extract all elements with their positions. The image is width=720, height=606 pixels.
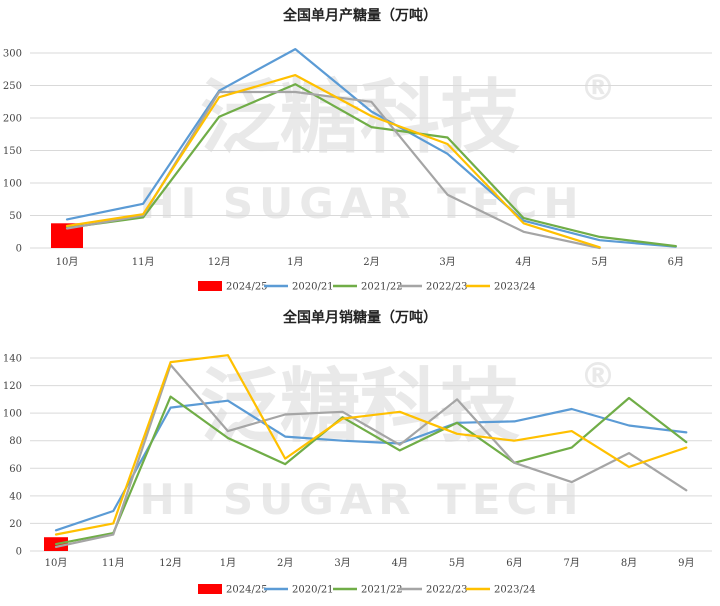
sales-y-tick-label: 60	[9, 464, 22, 475]
production-y-tick-label: 300	[3, 49, 22, 60]
sales-x-tick-label: 4月	[392, 557, 408, 569]
production-x-tick-label: 6月	[668, 256, 684, 268]
production-y-tick-label: 100	[3, 179, 22, 190]
production-y-tick-label: 50	[9, 211, 22, 222]
production-legend-label-2023-24: 2023/24	[494, 282, 536, 293]
production-y-tick-label: 200	[3, 114, 22, 125]
sales-x-tick-label: 8月	[621, 557, 637, 569]
watermark-registered-mark: ®	[580, 356, 616, 397]
sales-legend-label-2022-23: 2022/23	[426, 585, 468, 596]
production-x-tick-label: 2月	[363, 256, 379, 268]
sales-x-tick-label: 12月	[159, 557, 182, 569]
watermark-subtext: HI SUGAR TECH	[139, 179, 584, 228]
sales-y-tick-label: 120	[3, 381, 22, 392]
watermark-registered-mark: ®	[580, 68, 616, 109]
production-x-tick-label: 5月	[592, 256, 608, 268]
sales-y-tick-label: 80	[9, 436, 22, 447]
production-chart: 泛糖科技 HI SUGAR TECH ® 全国单月产糖量（万吨） 0 50 100 150 20…	[0, 0, 720, 300]
sales-x-tick-label: 3月	[334, 557, 350, 569]
production-x-tick-label: 4月	[515, 256, 531, 268]
production-legend-label-2022-23: 2022/23	[426, 282, 468, 293]
production-series-line-2023-24	[65, 73, 601, 249]
sales-x-tick-label: 7月	[564, 557, 580, 569]
production-series-line-2020-21	[65, 47, 677, 248]
sales-x-tick-label: 5月	[449, 557, 465, 569]
production-y-tick-label: 0	[16, 244, 22, 255]
sales-y-tick-label: 0	[16, 547, 22, 558]
sales-series-line-2022-23	[54, 363, 688, 548]
production-x-tick-label: 10月	[56, 256, 79, 268]
sales-legend-label-2020-21: 2020/21	[292, 585, 334, 596]
production-legend-label-2021-22: 2021/22	[361, 282, 403, 293]
production-legend-label-2020-21: 2020/21	[292, 282, 334, 293]
production-x-tick-label: 3月	[439, 256, 455, 268]
production-chart-title: 全国单月产糖量（万吨）	[282, 7, 437, 24]
sales-x-tick-label: 11月	[102, 557, 125, 569]
sales-series-line-2023-24	[54, 354, 688, 536]
watermark-logo-text: 泛糖科技	[200, 360, 520, 453]
sales-y-tick-label: 100	[3, 409, 22, 420]
sales-y-tick-label: 40	[9, 491, 22, 502]
sales-x-tick-label: 1月	[220, 557, 236, 569]
production-legend-label-2024-25: 2024/25	[226, 282, 268, 293]
sales-legend-swatch-2024-25	[198, 584, 222, 594]
sales-x-tick-label: 10月	[45, 557, 68, 569]
production-y-tick-label: 250	[3, 81, 22, 92]
production-x-tick-label: 1月	[287, 256, 303, 268]
sales-x-tick-label: 2月	[277, 557, 293, 569]
sales-series-line-2021-22	[54, 395, 688, 546]
sales-legend-label-2024-25: 2024/25	[226, 585, 268, 596]
sales-chart: 泛糖科技 HI SUGAR TECH ® 全国单月销糖量（万吨） 0 20 40 60 80 10…	[0, 304, 720, 606]
sales-chart-svg: 泛糖科技 HI SUGAR TECH ® 全国单月销糖量（万吨） 0 20 40 60 80 10…	[3, 309, 712, 596]
watermark-subtext: HI SUGAR TECH	[139, 475, 584, 524]
sales-series-line-2020-21	[54, 399, 688, 532]
production-x-tick-label: 11月	[132, 256, 155, 268]
sales-legend-label-2023-24: 2023/24	[494, 585, 536, 596]
sales-y-tick-label: 140	[3, 354, 22, 365]
sales-x-tick-label: 9月	[678, 557, 694, 569]
production-y-tick-label: 150	[3, 146, 22, 157]
sales-y-tick-label: 20	[9, 519, 22, 530]
production-x-tick-label: 12月	[208, 256, 231, 268]
sales-chart-title: 全国单月销糖量（万吨）	[282, 309, 437, 326]
production-series-line-2021-22	[65, 83, 677, 248]
sales-x-tick-label: 6月	[506, 557, 522, 569]
sales-legend-label-2021-22: 2021/22	[361, 585, 403, 596]
production-legend-swatch-2024-25	[198, 281, 222, 291]
